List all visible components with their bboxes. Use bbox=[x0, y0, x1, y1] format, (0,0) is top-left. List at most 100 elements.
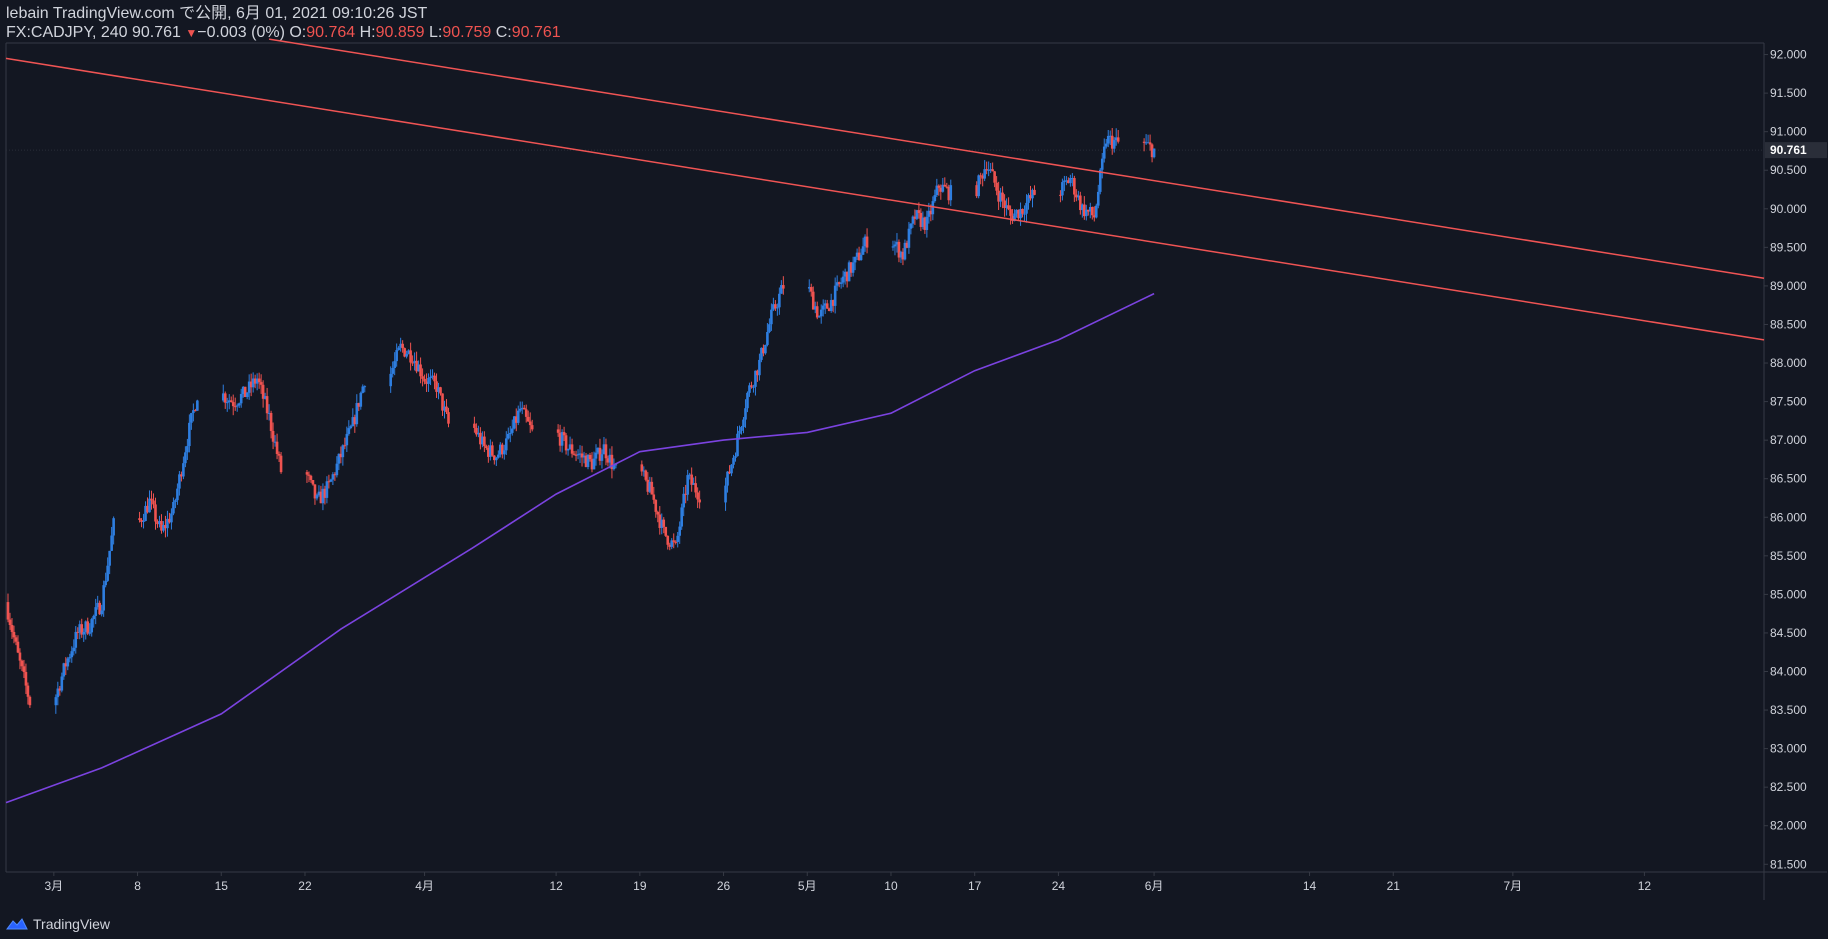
tradingview-logo[interactable]: TradingView bbox=[6, 916, 110, 932]
candle-body bbox=[654, 499, 658, 512]
candle-body bbox=[194, 410, 197, 412]
candle-body bbox=[893, 244, 897, 247]
current-price-box bbox=[1765, 142, 1827, 159]
candle-body bbox=[863, 236, 867, 247]
candle-body bbox=[227, 400, 231, 403]
candle-body bbox=[518, 408, 522, 411]
candle-body bbox=[672, 540, 676, 542]
candle-body bbox=[499, 444, 502, 455]
candle-body bbox=[357, 403, 361, 407]
candle-body bbox=[819, 309, 823, 317]
candle-body bbox=[8, 619, 12, 625]
candle-body bbox=[813, 306, 817, 310]
candle-body bbox=[146, 505, 149, 513]
candle-body bbox=[730, 464, 733, 474]
candle-body bbox=[82, 631, 86, 635]
candle-body bbox=[251, 378, 255, 388]
candle-body bbox=[524, 409, 528, 417]
candle-body bbox=[612, 465, 616, 470]
chart-header: lebain TradingView.com で公開, 6月 01, 2021 … bbox=[6, 4, 561, 43]
candle-body bbox=[158, 520, 161, 525]
candle-body bbox=[150, 498, 153, 501]
candle-body bbox=[897, 241, 901, 258]
candle-body bbox=[674, 541, 678, 543]
candle-body bbox=[176, 488, 179, 501]
candle-body bbox=[239, 393, 243, 404]
candle-body bbox=[997, 190, 1000, 202]
candle-body bbox=[1025, 202, 1028, 214]
candle-body bbox=[341, 445, 345, 458]
candle-body bbox=[520, 407, 524, 409]
candle-body bbox=[345, 433, 349, 446]
candle-body bbox=[528, 421, 532, 426]
candle-body bbox=[987, 169, 990, 171]
candle-body bbox=[96, 602, 99, 608]
candle-body bbox=[423, 378, 426, 382]
candle-body bbox=[512, 416, 516, 429]
candle-body bbox=[231, 402, 235, 407]
candle-body bbox=[756, 370, 759, 376]
candle-body bbox=[652, 494, 656, 500]
candle-body bbox=[853, 256, 857, 263]
candle-body bbox=[68, 657, 72, 659]
candle-body bbox=[1088, 206, 1092, 212]
candle-body bbox=[933, 195, 937, 202]
candle-body bbox=[516, 410, 520, 423]
candle-body bbox=[78, 624, 82, 633]
candle-body bbox=[108, 550, 111, 566]
candle-body bbox=[255, 378, 259, 384]
candle-body bbox=[670, 540, 674, 547]
candle-body bbox=[1031, 189, 1034, 199]
candle-body bbox=[389, 373, 392, 387]
candle-body bbox=[485, 446, 488, 448]
candle-body bbox=[1027, 195, 1030, 203]
candle-body bbox=[267, 412, 271, 414]
price-tick-label: 92.000 bbox=[1770, 48, 1807, 62]
candle-body bbox=[235, 405, 239, 407]
candle-body bbox=[993, 171, 996, 183]
candle-body bbox=[899, 251, 903, 258]
price-tick-label: 83.500 bbox=[1770, 703, 1807, 717]
candle-body bbox=[780, 285, 783, 294]
candle-body bbox=[1061, 182, 1064, 196]
price-tick-label: 84.000 bbox=[1770, 664, 1807, 678]
candle-body bbox=[660, 519, 664, 528]
candle-body bbox=[684, 493, 687, 495]
candle-body bbox=[495, 457, 498, 461]
candle-body bbox=[590, 459, 594, 470]
candle-body bbox=[305, 472, 309, 475]
candle-body bbox=[817, 316, 821, 318]
candle-body bbox=[152, 500, 155, 505]
candle-body bbox=[1001, 192, 1004, 201]
candle-body bbox=[140, 520, 143, 522]
candle-body bbox=[225, 402, 229, 404]
candle-body bbox=[168, 518, 171, 523]
time-tick-label: 19 bbox=[633, 879, 647, 893]
candle-body bbox=[473, 423, 476, 428]
candle-body bbox=[148, 498, 151, 513]
price-tick-label: 82.500 bbox=[1770, 780, 1807, 794]
candle-body bbox=[570, 444, 574, 454]
price-tick-label: 89.000 bbox=[1770, 279, 1807, 293]
footer-brand: TradingView bbox=[33, 916, 111, 932]
candle-body bbox=[277, 453, 281, 456]
candle-body bbox=[750, 385, 753, 387]
candle-body bbox=[156, 521, 159, 525]
tradingview-logo-icon bbox=[6, 917, 28, 931]
candle-body bbox=[437, 387, 440, 392]
price-tick-label: 85.000 bbox=[1770, 587, 1807, 601]
time-tick-label: 5月 bbox=[798, 879, 817, 893]
candle-body bbox=[676, 535, 680, 542]
candle-body bbox=[592, 458, 596, 470]
time-tick-label: 26 bbox=[717, 879, 731, 893]
candle-body bbox=[947, 186, 951, 201]
candle-body bbox=[760, 347, 763, 360]
candle-body bbox=[678, 526, 682, 536]
candles bbox=[6, 128, 1156, 714]
candle-body bbox=[26, 685, 30, 697]
candle-body bbox=[989, 169, 992, 171]
candle-body bbox=[823, 303, 827, 306]
moving-average-line bbox=[5, 292, 1155, 804]
symbol-label[interactable]: FX:CADJPY, 240 bbox=[6, 24, 128, 41]
